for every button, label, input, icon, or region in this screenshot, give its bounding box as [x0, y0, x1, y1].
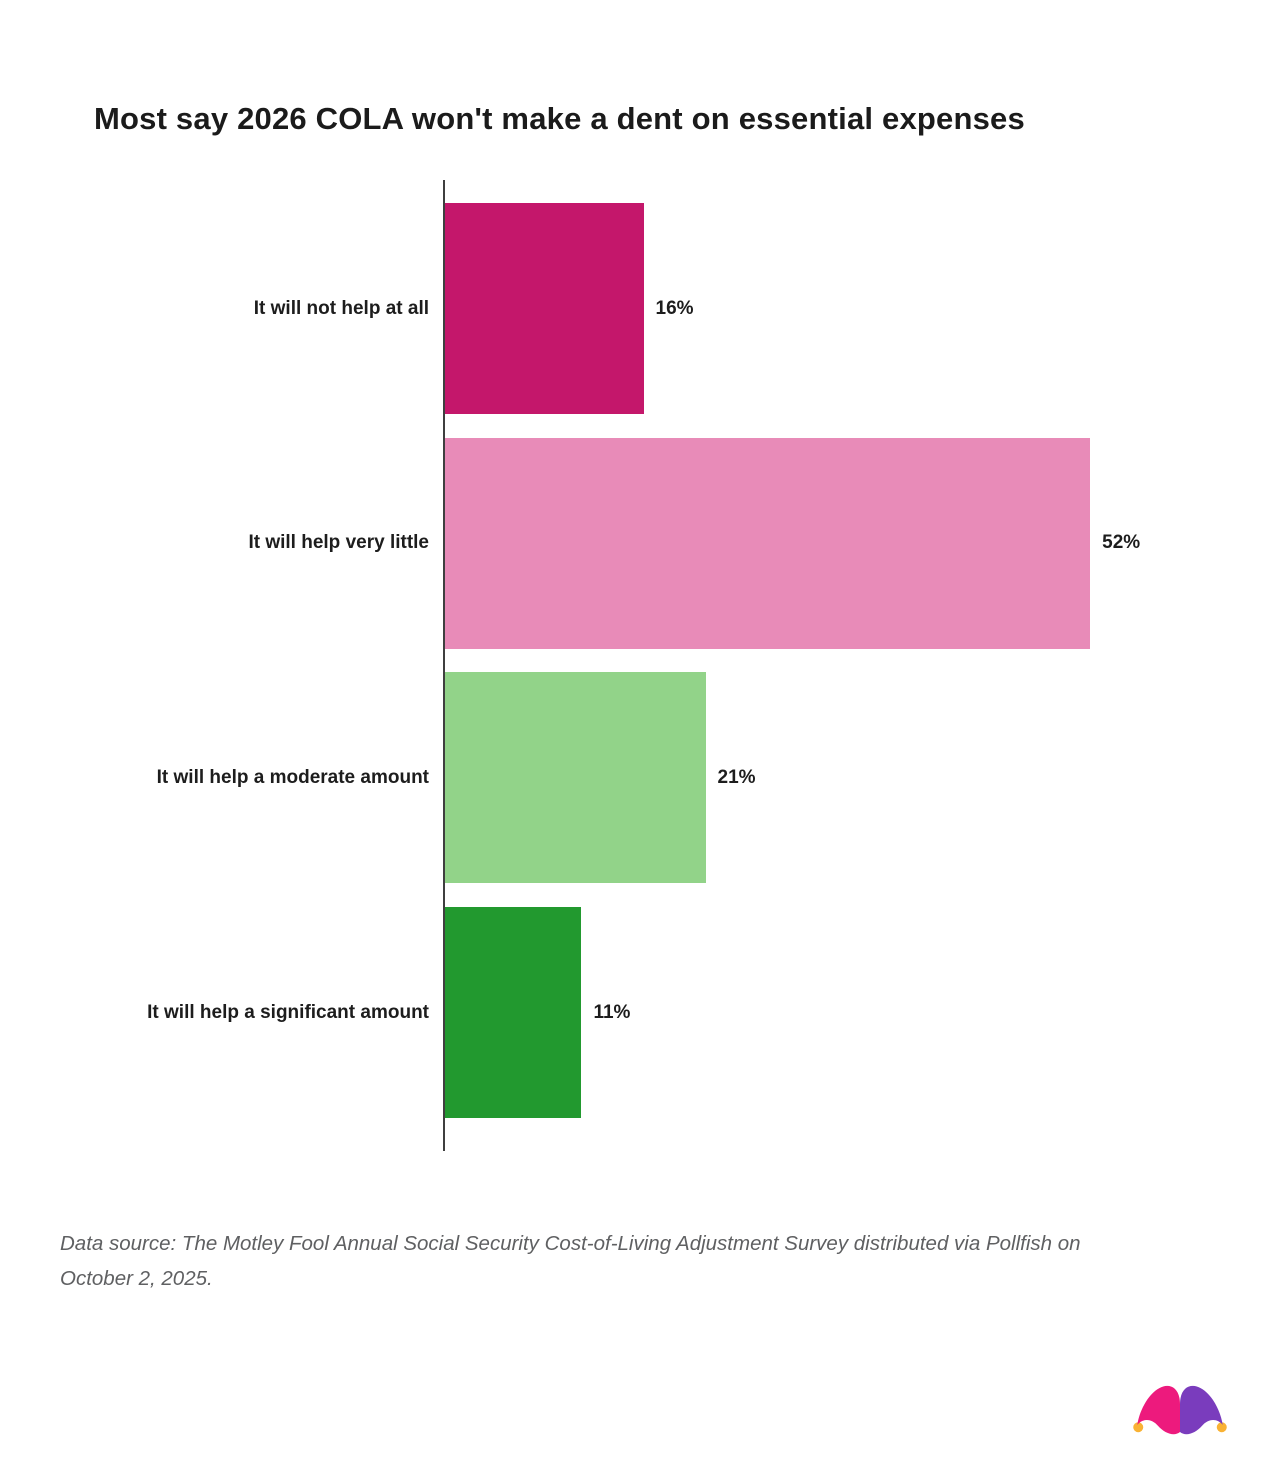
chart-title: Most say 2026 COLA won't make a dent on …	[94, 101, 1025, 136]
motley-fool-logo	[1133, 1385, 1227, 1435]
category-label: It will help a moderate amount	[156, 766, 429, 788]
logo-right-bell-icon	[1216, 1422, 1227, 1433]
bar-row: It will not help at all 16%	[0, 203, 1280, 438]
bar-segment	[445, 672, 706, 884]
bar-row: It will help a significant amount 11%	[0, 907, 1280, 1142]
logo-left-bell-icon	[1133, 1422, 1144, 1433]
logo-right-lobe-icon	[1180, 1385, 1223, 1435]
bar-row: It will help a moderate amount 21%	[0, 672, 1280, 907]
bar-rows: It will not help at all 16% It will help v…	[0, 203, 1280, 1142]
y-axis-line	[443, 180, 445, 1151]
bar-row: It will help very little 52%	[0, 437, 1280, 673]
bar-segment	[445, 907, 582, 1119]
bar-segment	[445, 203, 644, 414]
value-label: 11%	[593, 1001, 631, 1023]
value-label: 52%	[1102, 532, 1141, 554]
category-label: It will help a significant amount	[147, 1001, 429, 1023]
value-label: 16%	[655, 297, 694, 319]
value-label: 21%	[717, 766, 756, 788]
logo-left-lobe-icon	[1137, 1385, 1180, 1435]
category-label: It will help very little	[248, 532, 429, 554]
category-label: It will not help at all	[253, 297, 429, 319]
bar-segment	[445, 437, 1091, 649]
source-note: Data source: The Motley Fool Annual Soci…	[60, 1232, 1081, 1290]
bar-chart: It will not help at all 16% It will help v…	[0, 180, 1280, 1151]
